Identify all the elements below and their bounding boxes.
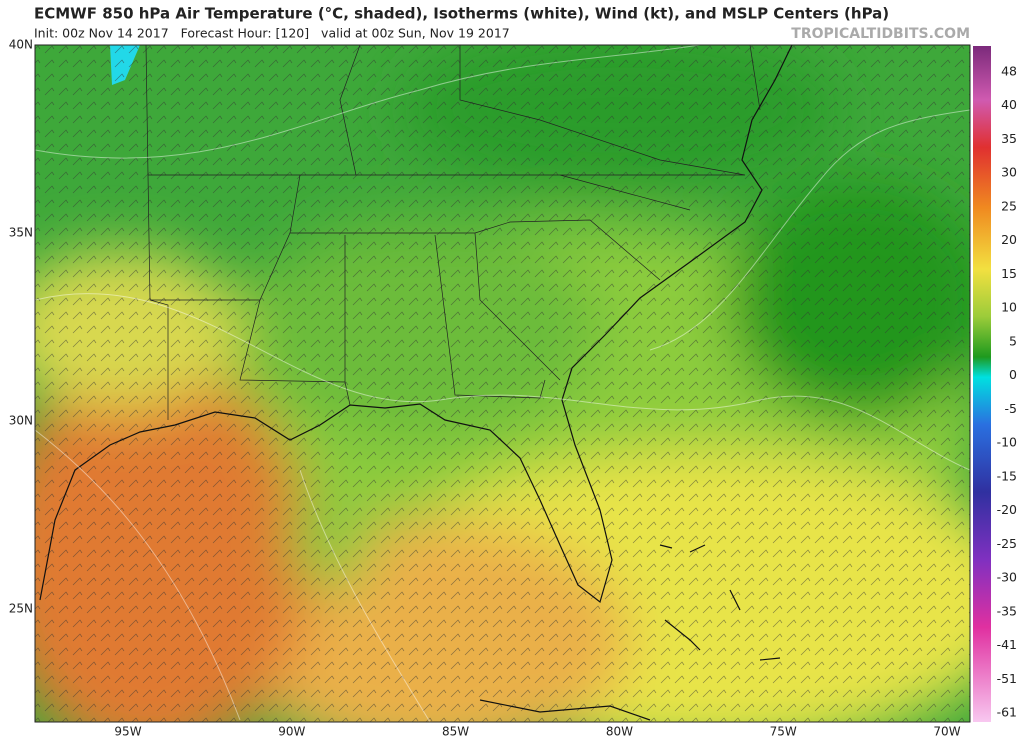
colorbar-label: 35 [1001,131,1017,146]
colorbar-label: 40 [1001,97,1017,112]
colorbar-label: 10 [1001,300,1017,315]
colorbar-label: 25 [1001,198,1017,213]
colorbar-label: -15 [997,468,1017,483]
colorbar-label: 30 [1001,165,1017,180]
colorbar-label: 5 [1009,333,1017,348]
labels: 40N 35N 30N 25N 95W 90W 85W 80W 75W 70W 48 40 35 30 25… [9,38,1017,739]
lon-label: 75W [770,725,797,739]
colorbar-label: -20 [997,502,1017,517]
colorbar-label: -61 [997,705,1017,720]
colorbar-label: 15 [1001,266,1017,281]
colorbar-label: 0 [1009,367,1017,382]
colorbar-label: 20 [1001,232,1017,247]
colorbar-label: -35 [997,603,1017,618]
colorbar-label: -5 [1005,401,1017,416]
colorbar-label: -25 [997,536,1017,551]
lat-label: 35N [9,226,33,240]
lon-label: 80W [606,725,633,739]
lat-label: 40N [9,38,33,52]
colorbar-label: -30 [997,570,1017,585]
lon-label: 85W [442,725,469,739]
subtitle: Init: 00z Nov 14 2017 Forecast Hour: [12… [34,26,510,41]
lat-label: 25N [9,602,33,616]
colorbar-label: -51 [997,671,1017,686]
source: TROPICALTIDBITS.COM [791,26,970,42]
lon-label: 90W [278,725,305,739]
colorbar-label: -10 [997,435,1017,450]
colorbar-label: 48 [1001,64,1017,79]
colorbar-label: -41 [997,637,1017,652]
lon-label: 95W [114,725,141,739]
title: ECMWF 850 hPa Air Temperature (°C, shade… [34,5,889,23]
map-frame [34,44,971,723]
lat-label: 30N [9,414,33,428]
lon-label: 70W [933,725,960,739]
colorbar [973,46,991,722]
map [35,45,970,722]
